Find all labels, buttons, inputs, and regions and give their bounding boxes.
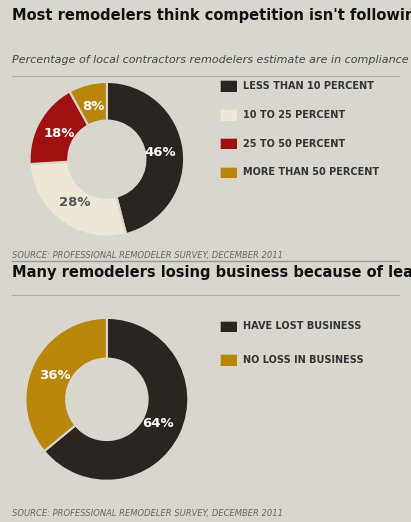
Text: Percentage of local contractors remodelers estimate are in compliance: Percentage of local contractors remodele… xyxy=(12,55,409,65)
Text: 46%: 46% xyxy=(145,146,176,159)
Text: SOURCE: PROFESSIONAL REMODELER SURVEY, DECEMBER 2011: SOURCE: PROFESSIONAL REMODELER SURVEY, D… xyxy=(12,251,283,260)
Wedge shape xyxy=(30,162,126,236)
Text: 64%: 64% xyxy=(143,417,174,430)
Text: 25 TO 50 PERCENT: 25 TO 50 PERCENT xyxy=(243,138,345,149)
Wedge shape xyxy=(30,91,88,164)
Text: Most remodelers think competition isn't following LRRP rules: Most remodelers think competition isn't … xyxy=(12,8,411,23)
Wedge shape xyxy=(107,82,184,234)
Text: NO LOSS IN BUSINESS: NO LOSS IN BUSINESS xyxy=(243,355,364,365)
Text: Many remodelers losing business because of lead paint rules: Many remodelers losing business because … xyxy=(12,265,411,280)
Text: 28%: 28% xyxy=(59,196,91,209)
Text: 18%: 18% xyxy=(44,127,75,140)
Wedge shape xyxy=(25,318,107,451)
Text: MORE THAN 50 PERCENT: MORE THAN 50 PERCENT xyxy=(243,167,379,177)
Text: SOURCE: PROFESSIONAL REMODELER SURVEY, DECEMBER 2011: SOURCE: PROFESSIONAL REMODELER SURVEY, D… xyxy=(12,509,283,518)
Text: 8%: 8% xyxy=(82,100,104,113)
Text: HAVE LOST BUSINESS: HAVE LOST BUSINESS xyxy=(243,321,362,331)
Text: 36%: 36% xyxy=(39,369,71,382)
Text: 10 TO 25 PERCENT: 10 TO 25 PERCENT xyxy=(243,110,345,120)
Wedge shape xyxy=(69,82,107,125)
Wedge shape xyxy=(44,318,188,481)
Text: LESS THAN 10 PERCENT: LESS THAN 10 PERCENT xyxy=(243,81,374,91)
